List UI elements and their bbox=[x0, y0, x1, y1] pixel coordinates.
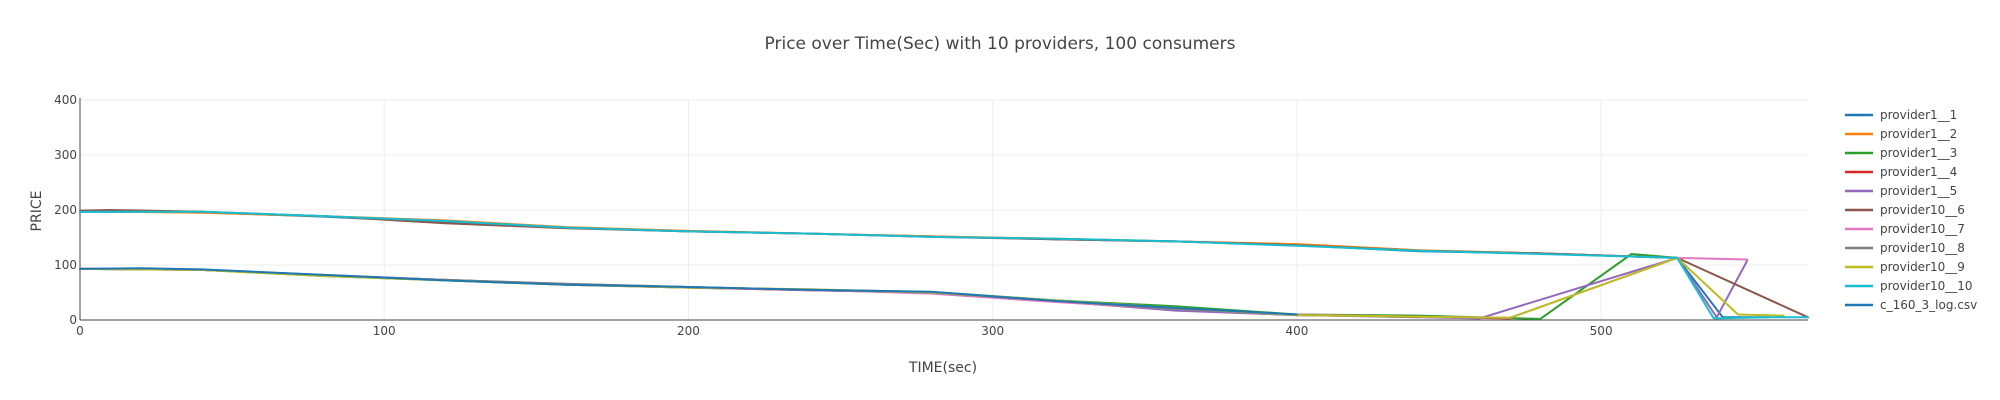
x-axis-label: TIME(sec) bbox=[908, 360, 977, 376]
y-tick-label: 300 bbox=[54, 148, 77, 162]
series-line-5 bbox=[79, 256, 1749, 320]
legend-item[interactable]: provider10__9 bbox=[1845, 260, 1965, 274]
series-line-9 bbox=[79, 256, 1785, 319]
legend-item[interactable]: provider10__6 bbox=[1845, 203, 1965, 217]
y-tick-label: 100 bbox=[54, 258, 77, 272]
legend[interactable]: provider1__1 provider1__2 provider1__3prov… bbox=[1845, 108, 1977, 312]
x-tick-label: 500 bbox=[1590, 324, 1613, 338]
series-line-11 bbox=[79, 267, 1298, 316]
legend-label: provider1__3 bbox=[1880, 146, 1957, 160]
series-line-4 bbox=[79, 267, 1511, 320]
legend-item[interactable]: provider10__8 bbox=[1845, 241, 1965, 255]
legend-item[interactable]: provider1__4 bbox=[1845, 165, 1957, 179]
y-tick-label: 200 bbox=[54, 203, 77, 217]
legend-label: provider1__5 bbox=[1880, 184, 1957, 198]
x-tick-label: 0 bbox=[76, 324, 84, 338]
series-line-3 bbox=[79, 253, 1679, 320]
series-line-10 bbox=[79, 210, 1809, 320]
series-line-7 bbox=[79, 256, 1749, 319]
legend-label: provider1__1 bbox=[1880, 108, 1957, 122]
legend-item[interactable]: provider1__5 bbox=[1845, 184, 1957, 198]
tick-labels: 0 100 200 300 400 0 100 200 300 400 500 bbox=[54, 93, 1612, 338]
y-tick-label: 0 bbox=[69, 313, 77, 327]
series-line-6 bbox=[79, 209, 1809, 319]
x-tick-label: 100 bbox=[373, 324, 396, 338]
gridlines bbox=[79, 99, 1808, 321]
legend-label: provider10__10 bbox=[1880, 279, 1973, 293]
legend-item[interactable]: provider1__2 bbox=[1845, 127, 1957, 141]
legend-label: provider1__2 bbox=[1880, 127, 1957, 141]
legend-label: provider10__6 bbox=[1880, 203, 1965, 217]
legend-label: provider10__7 bbox=[1880, 222, 1965, 236]
series-lines bbox=[79, 209, 1809, 320]
legend-label: c_160_3_log.csv bbox=[1880, 298, 1977, 312]
axes bbox=[79, 98, 1808, 321]
y-tick-label: 400 bbox=[54, 93, 77, 107]
legend-label: provider10__8 bbox=[1880, 241, 1965, 255]
legend-label: provider1__4 bbox=[1880, 165, 1957, 179]
legend-item[interactable]: c_160_3_log.csv bbox=[1845, 298, 1977, 312]
legend-item[interactable]: provider10__10 bbox=[1845, 279, 1973, 293]
legend-item[interactable]: provider10__7 bbox=[1845, 222, 1965, 236]
x-tick-label: 300 bbox=[981, 324, 1004, 338]
x-tick-label: 200 bbox=[677, 324, 700, 338]
legend-item[interactable]: provider1__3 bbox=[1845, 146, 1957, 160]
y-axis-label: PRICE bbox=[29, 191, 45, 232]
legend-item[interactable]: provider1__1 bbox=[1845, 108, 1957, 122]
legend-label: provider10__9 bbox=[1880, 260, 1965, 274]
chart-title: Price over Time(Sec) with 10 providers, … bbox=[765, 34, 1236, 54]
x-tick-label: 400 bbox=[1285, 324, 1308, 338]
